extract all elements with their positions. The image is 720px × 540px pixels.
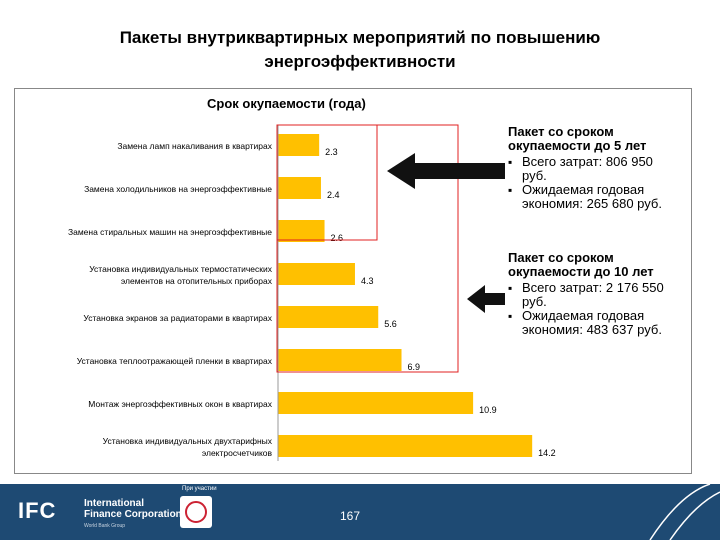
package-panel-5-years: Пакет со сроком окупаемости до 5 лет Все… <box>508 125 688 211</box>
partner-label: При участии <box>182 486 217 492</box>
bar <box>278 134 320 156</box>
slide-title: Пакеты внутриквартирных мероприятий по п… <box>0 26 720 74</box>
package-heading-line1: Пакет со сроком <box>508 124 614 139</box>
payback-chart: Срок окупаемости (года) 2.3 Замена ламп на… <box>68 96 556 461</box>
category-label: элементов на отопительных приборах <box>121 276 273 286</box>
category-label: Монтаж энергоэффективных окон в квартира… <box>88 399 272 409</box>
bullet-text-line: экономия: 265 680 руб. <box>522 196 662 211</box>
page-number: 167 <box>340 509 361 523</box>
category-label: Замена стиральных машин на энергоэффекти… <box>68 227 272 237</box>
chart-title: Срок окупаемости (года) <box>207 96 366 111</box>
bar <box>278 306 379 328</box>
data-label: 4.3 <box>361 276 374 286</box>
ifc-org-name: International Finance Corporation <box>84 498 182 520</box>
data-label: 2.3 <box>325 147 338 157</box>
bullet-text-line: руб. <box>522 168 547 183</box>
bar <box>278 177 321 199</box>
footer-bar: IFC International Finance Corporation Wo… <box>0 484 720 540</box>
partner-emblem-icon <box>180 496 212 528</box>
bar <box>278 220 325 242</box>
data-label: 14.2 <box>538 448 556 458</box>
category-label: Установка теплоотражающей пленки в кварт… <box>77 356 273 366</box>
package-bullet-cost: Всего затрат: 806 950 руб. <box>508 155 688 183</box>
data-label: 5.6 <box>384 319 397 329</box>
bar <box>278 263 355 285</box>
category-label: электросчетчиков <box>202 448 273 458</box>
highlight-10-years <box>276 124 459 373</box>
bar <box>278 349 402 371</box>
bar <box>278 392 474 414</box>
package-heading: Пакет со сроком окупаемости до 5 лет <box>508 125 688 153</box>
package-heading-line2: окупаемости до 10 лет <box>508 264 654 279</box>
package-bullets: Всего затрат: 806 950 руб. Ожидаемая год… <box>508 155 688 211</box>
bullet-text-line: руб. <box>522 294 547 309</box>
bullet-text-line: Ожидаемая годовая <box>522 308 645 323</box>
ifc-logo: IFC <box>18 498 57 523</box>
bullet-text-line: Всего затрат: 2 176 550 <box>522 280 664 295</box>
category-label: Замена холодильников на энергоэффективны… <box>84 184 272 194</box>
category-label: Установка индивидуальных термостатически… <box>89 264 273 274</box>
decorative-swoosh-icon <box>649 484 720 540</box>
package-heading: Пакет со сроком окупаемости до 10 лет <box>508 251 688 279</box>
org-group: World Bank Group <box>84 523 126 529</box>
category-label: Установка индивидуальных двухтарифных <box>103 436 273 446</box>
org-name-line2: Finance Corporation <box>84 509 182 520</box>
bullet-text-line: экономия: 483 637 руб. <box>522 322 662 337</box>
package-bullet-savings: Ожидаемая годовая экономия: 265 680 руб. <box>508 183 688 211</box>
category-label: Замена ламп накаливания в квартирах <box>117 141 272 151</box>
arrow-left-icon <box>467 285 505 313</box>
arrow-left-icon <box>387 153 505 189</box>
bar <box>278 435 533 457</box>
data-label: 10.9 <box>479 405 497 415</box>
package-heading-line1: Пакет со сроком <box>508 250 614 265</box>
category-label: Установка экранов за радиаторами в кварт… <box>83 313 272 323</box>
package-bullet-cost: Всего затрат: 2 176 550 руб. <box>508 281 688 309</box>
org-name-line1: International <box>84 498 145 509</box>
data-label: 6.9 <box>408 362 421 372</box>
package-bullet-savings: Ожидаемая годовая экономия: 483 637 руб. <box>508 309 688 337</box>
package-panel-10-years: Пакет со сроком окупаемости до 10 лет Вс… <box>508 251 688 337</box>
data-label: 2.6 <box>331 233 344 243</box>
slide-title-line1: Пакеты внутриквартирных мероприятий по п… <box>119 28 601 47</box>
package-bullets: Всего затрат: 2 176 550 руб. Ожидаемая г… <box>508 281 688 337</box>
package-heading-line2: окупаемости до 5 лет <box>508 138 647 153</box>
slide-title-line2: энергоэффективности <box>264 52 456 71</box>
bullet-text-line: Ожидаемая годовая <box>522 182 645 197</box>
bullet-text-line: Всего затрат: 806 950 <box>522 154 653 169</box>
chart-frame: Срок окупаемости (года) 2.3 Замена ламп на… <box>14 88 692 474</box>
data-label: 2.4 <box>327 190 340 200</box>
